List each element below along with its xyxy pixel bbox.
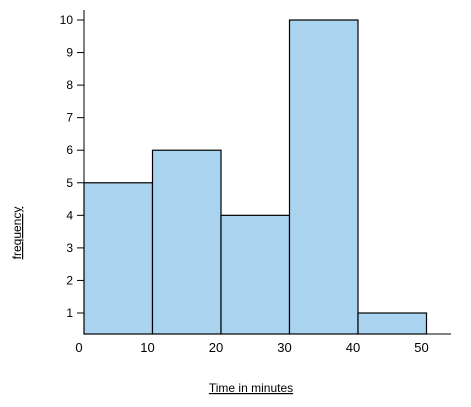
- histogram-bar-20-30: [220, 214, 291, 335]
- y-tick-label-5: 5: [66, 176, 73, 190]
- x-tick-label-20: 20: [209, 340, 223, 355]
- x-tick-label-10: 10: [140, 340, 154, 355]
- ticks-layer: 1 2 3 4 5 6 7 8 9 10 0 10 20 30 40 50: [60, 13, 429, 355]
- histogram-bar-10-20: [151, 149, 222, 335]
- y-tick-label-1: 1: [66, 306, 73, 320]
- x-tick-label-50: 50: [414, 340, 428, 355]
- y-tick-label-2: 2: [66, 273, 73, 287]
- y-axis-title: frequency: [10, 207, 24, 260]
- histogram-bar-30-40: [288, 19, 359, 335]
- x-tick-label-40: 40: [346, 340, 360, 355]
- histogram-bar-40-50: [357, 312, 428, 335]
- y-tick-label-4: 4: [66, 208, 73, 222]
- y-tick-label-6: 6: [66, 143, 73, 157]
- x-axis-title: Time in minutes: [209, 381, 293, 395]
- x-tick-label-0: 0: [75, 340, 82, 355]
- bars-layer: [83, 19, 428, 335]
- y-tick-label-10: 10: [60, 13, 74, 27]
- y-tick-label-8: 8: [66, 78, 73, 92]
- histogram-bar-0-10: [83, 182, 154, 335]
- y-tick-label-9: 9: [66, 46, 73, 60]
- x-tick-label-30: 30: [277, 340, 291, 355]
- y-tick-label-3: 3: [66, 241, 73, 255]
- y-tick-label-7: 7: [66, 111, 73, 125]
